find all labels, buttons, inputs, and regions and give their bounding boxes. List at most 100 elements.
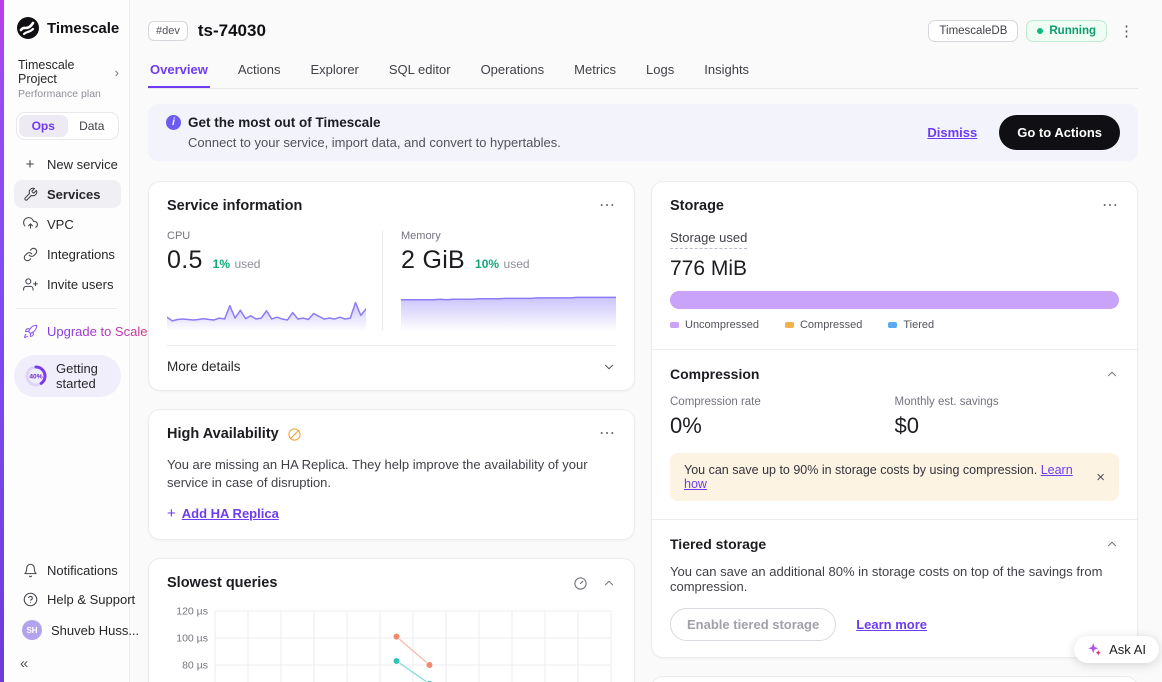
memory-metric: Memory 2 GiB 10% used (382, 230, 616, 331)
more-details-toggle[interactable]: More details (167, 345, 616, 374)
section-divider (652, 349, 1137, 350)
right-column: Storage ⋯ Storage used 776 MiB Uncompres… (651, 181, 1138, 682)
window-edge-accent (0, 0, 4, 682)
card-menu-icon[interactable]: ⋯ (1102, 197, 1119, 214)
chevron-right-icon: › (114, 64, 119, 80)
status-dot (1037, 28, 1044, 34)
legend-swatch-uncompressed (670, 322, 679, 328)
tab-operations[interactable]: Operations (480, 62, 545, 77)
cpu-value: 0.5 (167, 246, 203, 274)
enable-tiered-storage-button[interactable]: Enable tiered storage (670, 608, 837, 641)
info-icon: i (166, 115, 181, 130)
tab-metrics[interactable]: Metrics (574, 62, 617, 77)
project-selector[interactable]: Timescale Project › Performance plan (4, 40, 129, 100)
storage-legend: Uncompressed Compressed Tiered (670, 319, 1119, 331)
gauge-icon[interactable] (573, 576, 588, 591)
plus-icon: + (167, 505, 176, 523)
section-divider (652, 519, 1137, 520)
sidebar-item-vpc[interactable]: VPC (14, 210, 121, 238)
toggle-data[interactable]: Data (79, 119, 105, 133)
progress-ring-40: 40% (24, 364, 48, 388)
user-plus-icon (22, 276, 38, 292)
compression-tip-banner: You can save up to 90% in storage costs … (670, 453, 1119, 501)
legend-swatch-tiered (888, 322, 898, 328)
user-menu-button[interactable]: SH Shuveb Huss... › (14, 614, 162, 646)
memory-label: Memory (401, 230, 441, 242)
svg-text:100 µs: 100 µs (176, 633, 208, 645)
link-icon (22, 246, 38, 262)
memory-sparkline-chart (401, 285, 616, 331)
brand-name: Timescale (47, 19, 120, 37)
tab-logs[interactable]: Logs (646, 62, 675, 77)
banner-title: Get the most out of Timescale (188, 115, 381, 130)
learn-more-link[interactable]: Learn more (856, 617, 928, 632)
timescale-logo-icon (16, 16, 40, 40)
ops-data-toggle: Ops Data (16, 112, 119, 140)
close-icon[interactable]: × (1096, 468, 1105, 486)
pricing-card: Pricing 30 days trial Total hourly $0.04… (651, 676, 1138, 682)
add-ha-replica-link[interactable]: + Add HA Replica (167, 505, 279, 523)
storage-card: Storage ⋯ Storage used 776 MiB Uncompres… (651, 181, 1138, 658)
tab-insights[interactable]: Insights (704, 62, 750, 77)
card-menu-icon[interactable]: ⋯ (599, 197, 616, 214)
new-service-button[interactable]: + New service (14, 150, 121, 178)
high-availability-card: High Availability ⋯ You are missing an H… (148, 409, 635, 541)
user-name: Shuveb Huss... (51, 622, 140, 638)
service-name: ts-74030 (197, 21, 266, 40)
help-support-button[interactable]: Help & Support › (14, 585, 158, 613)
left-column: Service information ⋯ CPU 0.5 1% used (148, 181, 635, 682)
chevron-up-icon[interactable] (602, 576, 616, 590)
sidebar-item-upgrade[interactable]: Upgrade to Scale (14, 317, 147, 345)
cpu-used-pct: 1% (212, 257, 230, 271)
sidebar-item-integrations[interactable]: Integrations (14, 240, 121, 268)
compression-rate-value: 0% (670, 413, 702, 438)
compression-section-header[interactable]: Compression (670, 366, 1119, 382)
savings-label: Monthly est. savings (894, 396, 999, 408)
chevron-up-icon (1105, 537, 1119, 551)
ha-disabled-icon (287, 427, 302, 442)
tiered-storage-section-header[interactable]: Tiered storage (670, 536, 1119, 552)
learn-how-link[interactable]: Learn how (684, 463, 1073, 491)
storage-used-label[interactable]: Storage used (670, 230, 748, 249)
legend-swatch-compressed (784, 322, 794, 328)
card-menu-icon[interactable]: ⋯ (599, 425, 616, 442)
sidebar: Timescale Timescale Project › Performanc… (0, 0, 162, 682)
getting-started-button[interactable]: 40% Getting started (14, 355, 121, 397)
go-to-actions-button[interactable]: Go to Actions (999, 115, 1120, 150)
notifications-button[interactable]: Notifications (14, 556, 121, 584)
help-circle-icon (22, 591, 38, 607)
env-tag-chip: #dev (148, 21, 188, 41)
storage-usage-bar (670, 291, 1119, 309)
savings-value: $0 (894, 413, 919, 438)
sidebar-item-invite-users[interactable]: Invite users (14, 270, 121, 298)
banner-subtitle: Connect to your service, import data, an… (188, 135, 561, 150)
sidebar-item-services[interactable]: Services (14, 180, 121, 208)
card-title: Storage (670, 198, 724, 214)
onboarding-banner: i Get the most out of Timescale Connect … (148, 104, 1138, 161)
tab-overview[interactable]: Overview (148, 56, 210, 88)
dismiss-link[interactable]: Dismiss (927, 125, 978, 140)
kebab-menu-icon[interactable]: ⋮ (1119, 23, 1134, 40)
avatar: SH (22, 620, 42, 640)
ask-ai-button[interactable]: Ask AI (1074, 636, 1159, 663)
svg-text:80 µs: 80 µs (182, 660, 208, 672)
tab-explorer[interactable]: Explorer (310, 62, 359, 77)
tab-sql-editor[interactable]: SQL editor (388, 62, 451, 77)
card-title: Slowest queries (167, 575, 278, 592)
toggle-ops[interactable]: Ops (19, 115, 68, 137)
db-type-badge: TimescaleDB (928, 20, 1019, 42)
cpu-sparkline-chart (167, 285, 382, 331)
tab-actions[interactable]: Actions (237, 62, 281, 77)
sparkle-icon (1087, 642, 1102, 657)
chevron-up-icon (1105, 367, 1119, 381)
compression-rate-label: Compression rate (670, 396, 761, 408)
collapse-sidebar-button[interactable]: « (20, 655, 29, 672)
cloud-upload-icon (22, 216, 38, 232)
card-title: Service information (167, 198, 303, 214)
brand[interactable]: Timescale (4, 0, 129, 40)
main-content: #dev ts-74030 TimescaleDB Running ⋮ Over… (130, 0, 1162, 682)
sidebar-divider (16, 308, 117, 309)
bell-icon (22, 562, 38, 578)
